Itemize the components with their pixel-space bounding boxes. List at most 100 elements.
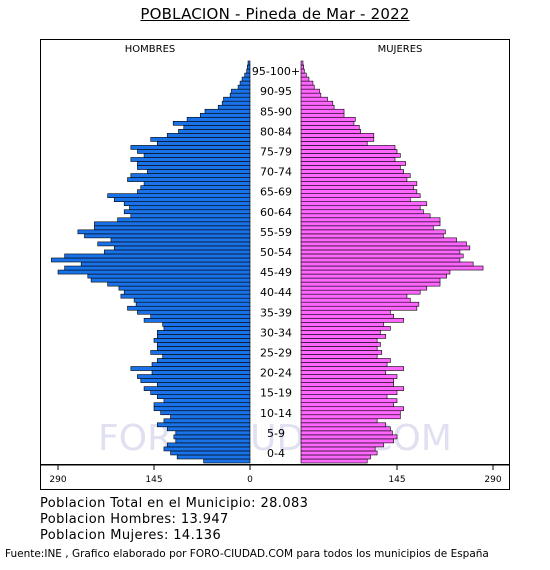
male-bar	[151, 370, 251, 375]
male-bar	[137, 374, 251, 379]
male-bar	[160, 410, 251, 416]
male-bar	[172, 121, 251, 126]
male-bar	[157, 342, 251, 347]
female-bar	[300, 80, 314, 86]
female-bar	[300, 430, 393, 436]
female-bar	[300, 241, 467, 247]
female-bar	[300, 297, 411, 303]
female-bar	[300, 362, 388, 367]
female-bar	[300, 149, 398, 154]
age-label: 5-9	[267, 427, 285, 440]
female-bar	[300, 293, 408, 299]
male-bar	[140, 185, 251, 190]
male-bar	[135, 301, 251, 307]
female-bar	[300, 382, 394, 387]
male-bars	[51, 60, 251, 464]
female-bar	[300, 326, 391, 331]
female-bar	[300, 330, 381, 335]
male-bar	[239, 80, 251, 86]
age-label: 60-64	[260, 206, 292, 219]
x-tick-label: 290	[484, 475, 501, 485]
female-bar	[300, 84, 315, 90]
stat-hombres: Poblacion Hombres: 13.947	[40, 512, 229, 527]
male-bar	[137, 165, 251, 170]
age-label: 30-34	[260, 326, 292, 339]
female-bar	[300, 358, 391, 363]
male-bar	[162, 354, 251, 359]
age-labels: 0-4 5-9 10-14 15-19 20-24 25-29 30-34 35-39 40-4…	[252, 65, 300, 460]
female-bar	[300, 217, 441, 223]
male-bar	[51, 257, 251, 263]
male-bar	[157, 330, 251, 335]
male-bar	[244, 72, 251, 78]
female-bar	[300, 321, 385, 327]
female-bar	[300, 289, 421, 295]
female-bar	[300, 233, 444, 239]
age-label: 95-100+	[252, 65, 300, 78]
female-bar	[300, 454, 371, 460]
female-bar	[300, 257, 461, 263]
age-label: 75-79	[260, 145, 292, 158]
female-bar	[300, 197, 411, 202]
female-bar	[300, 96, 328, 102]
male-bar	[166, 133, 251, 138]
female-bar	[300, 205, 421, 211]
female-bar	[300, 225, 434, 231]
male-bar	[246, 68, 251, 74]
male-bar	[118, 285, 251, 291]
male-bar	[123, 201, 251, 207]
male-bar	[221, 100, 251, 106]
male-bar	[178, 129, 251, 134]
female-bar	[300, 221, 441, 227]
female-bar	[300, 116, 356, 122]
x-tick-label: 145	[388, 475, 405, 485]
female-bar	[300, 181, 418, 186]
male-bar	[157, 334, 251, 339]
female-bar	[300, 410, 401, 416]
male-bar	[186, 116, 251, 122]
male-bar	[170, 450, 251, 456]
header-hombres: HOMBRES	[125, 44, 176, 55]
male-bar	[153, 406, 251, 412]
female-bar	[300, 402, 394, 408]
female-bar	[300, 422, 387, 428]
male-bar	[129, 205, 251, 211]
female-bar	[300, 438, 394, 444]
female-bar	[300, 426, 391, 432]
age-label: 40-44	[260, 286, 292, 299]
male-bar	[130, 213, 251, 219]
age-label: 20-24	[260, 367, 292, 380]
female-bar	[300, 342, 381, 347]
female-bar	[300, 309, 391, 315]
male-bar	[153, 338, 251, 343]
male-bar	[133, 297, 251, 303]
female-bar	[300, 261, 474, 267]
age-label: 35-39	[260, 306, 292, 319]
male-bar	[143, 317, 251, 323]
male-bar	[176, 454, 251, 460]
male-bar	[123, 289, 251, 295]
female-bar	[300, 104, 335, 110]
male-bar	[200, 112, 251, 118]
male-bar	[87, 273, 251, 279]
male-bar	[229, 92, 251, 98]
age-label: 25-29	[260, 346, 292, 359]
female-bar	[300, 193, 421, 198]
male-bar	[113, 245, 251, 251]
male-bar	[130, 366, 251, 371]
female-bar	[300, 133, 375, 138]
male-bar	[120, 293, 251, 299]
female-bar	[300, 450, 378, 456]
male-bar	[183, 125, 251, 130]
female-bar	[300, 108, 345, 114]
female-bar	[300, 277, 441, 283]
male-bar	[241, 76, 251, 82]
age-label: 65-69	[260, 186, 292, 199]
female-bar	[300, 201, 428, 207]
female-bar	[300, 173, 411, 178]
male-bar	[151, 362, 251, 367]
female-bar	[300, 338, 378, 343]
male-bar	[80, 261, 251, 267]
female-bar	[300, 157, 396, 162]
female-bar	[300, 92, 322, 98]
